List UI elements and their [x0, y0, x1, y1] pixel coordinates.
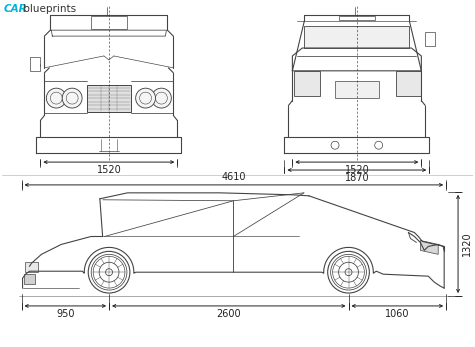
Text: 2600: 2600: [217, 309, 241, 319]
Circle shape: [62, 88, 82, 108]
Polygon shape: [420, 240, 438, 254]
Circle shape: [152, 88, 171, 108]
Bar: [396, 71, 421, 96]
Text: 1870: 1870: [344, 173, 369, 183]
Bar: [304, 26, 409, 48]
Bar: [24, 274, 36, 284]
Text: 1520: 1520: [96, 165, 121, 175]
Bar: [30, 57, 40, 71]
Circle shape: [47, 88, 66, 108]
Text: 4610: 4610: [222, 172, 246, 182]
Text: 1320: 1320: [462, 231, 472, 256]
Bar: [339, 16, 375, 20]
Bar: [425, 32, 435, 46]
Bar: [87, 85, 131, 111]
Text: 1060: 1060: [385, 309, 409, 319]
Bar: [335, 81, 379, 98]
Text: CAR: CAR: [4, 5, 28, 14]
Bar: [91, 16, 127, 29]
Bar: [25, 262, 38, 272]
Circle shape: [136, 88, 155, 108]
Text: blueprints: blueprints: [19, 5, 76, 14]
Bar: [294, 71, 320, 96]
Text: 1520: 1520: [344, 165, 369, 175]
Text: 950: 950: [56, 309, 75, 319]
